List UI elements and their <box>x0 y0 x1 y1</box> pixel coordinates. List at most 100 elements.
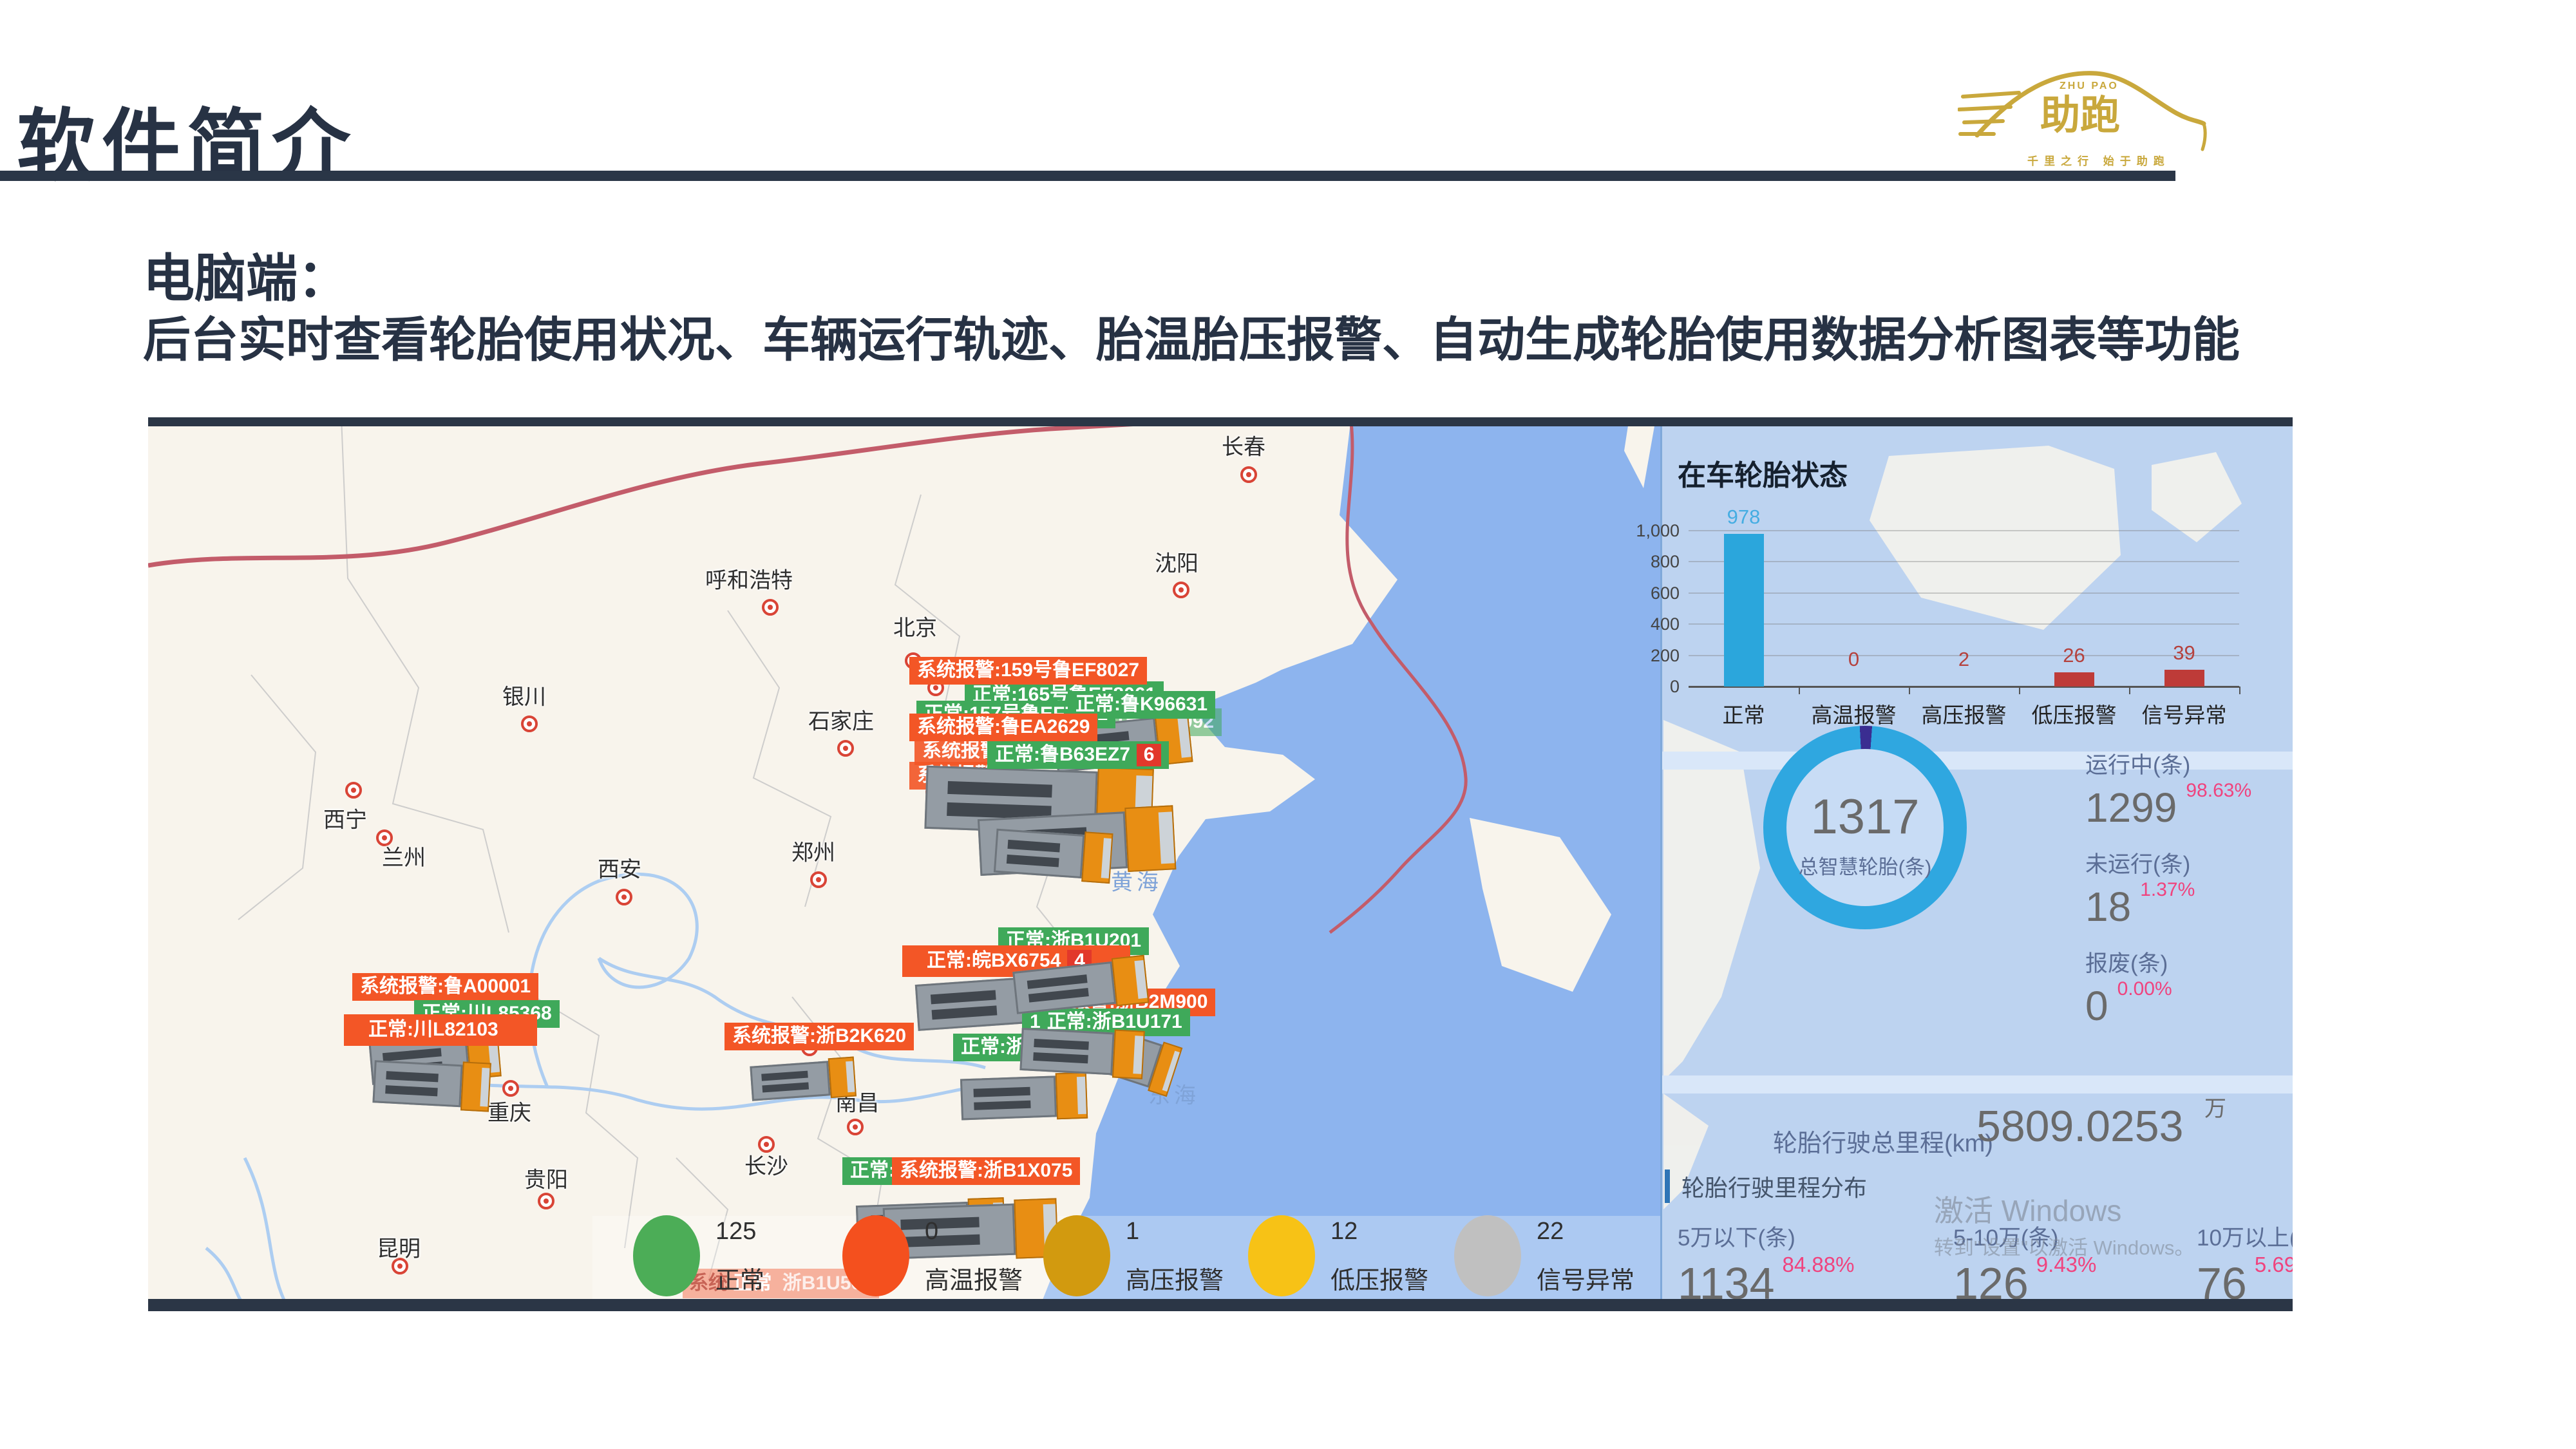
legend-count: 22 <box>1537 1218 1564 1245</box>
distribution-label: 10万以上(条) <box>2197 1226 2293 1251</box>
x-axis-tick <box>2129 687 2130 694</box>
truck-window <box>1177 715 1191 758</box>
city-marker <box>1240 466 1257 483</box>
distribution-label: 5万以下(条) <box>1678 1226 1795 1251</box>
legend-count: 12 <box>1331 1218 1358 1245</box>
x-axis-category: 正常 <box>1722 703 1765 727</box>
city-label: 西宁 <box>323 808 367 833</box>
vehicle-label-text: 正常:川L82103 <box>368 1019 498 1040</box>
vehicle-label[interactable]: 正常:鲁B63EZ7 6 <box>987 741 1170 769</box>
vehicle-label[interactable]: 系统报警:浙B2K620 <box>724 1023 914 1050</box>
section-heading: 电脑端： <box>143 250 349 307</box>
cluster-count-badge: 6 <box>1137 744 1162 766</box>
legend-item: 125 正常 <box>633 1215 852 1305</box>
vehicle-label-text: 系统报警:159号鲁EF8027 <box>917 659 1140 681</box>
x-axis-tick <box>2239 687 2240 694</box>
city-label: 西安 <box>598 857 641 882</box>
chart-gridline <box>1689 592 2239 594</box>
truck-cab <box>1081 831 1113 884</box>
legend-color-dot <box>842 1215 909 1296</box>
truck-icon[interactable] <box>1019 1025 1148 1079</box>
truck-trailer <box>750 1061 831 1101</box>
city-label: 郑州 <box>791 840 835 866</box>
dashboard-screenshot: 系统 正常 浙B1U501 正常:165号鲁EF8061正常:157号鲁EF72… <box>148 417 2293 1311</box>
city-marker <box>502 1080 519 1097</box>
truck-icon[interactable] <box>993 826 1116 884</box>
legend-label: 信号异常 <box>1537 1267 1635 1294</box>
city-marker <box>837 740 854 757</box>
bar-value: 26 <box>2063 644 2085 667</box>
truck-slot <box>384 1084 438 1097</box>
tire-status-bar-chart: 1,000 800 600 400 200 0 978 正常 0 高温报警 2 高压报警 26 低压报警 3… <box>1636 426 2293 745</box>
x-axis-category: 信号异常 <box>2141 703 2227 727</box>
city-label: 昆明 <box>377 1236 421 1262</box>
dashboard-bottom-bar <box>148 1299 2293 1311</box>
label-number: 1 <box>1030 1011 1041 1032</box>
city-label: 长春 <box>1222 435 1265 460</box>
vehicle-label[interactable]: 系统报警:浙B1X075 <box>892 1157 1081 1185</box>
donut-hole: 1317 总智慧轮胎(条) <box>1786 749 1944 906</box>
truck-cab <box>460 1061 492 1112</box>
donut-stat-label: 未运行(条) <box>2085 852 2191 877</box>
dashboard-top-bar <box>148 417 2293 426</box>
status-bar <box>2054 672 2094 687</box>
x-axis-category: 低压报警 <box>2031 703 2117 727</box>
donut-stat: 报废(条) 0 0.00% <box>2085 945 2172 1030</box>
y-axis-tick: 800 <box>1650 552 1680 572</box>
total-mileage-label: 轮胎行驶总里程(km) <box>1773 1130 1993 1157</box>
truck-window <box>1076 1077 1086 1114</box>
company-logo: ZHU PAO 助跑 <box>1957 59 2228 156</box>
vehicle-label[interactable]: 系统报警:鲁EA2629 <box>909 714 1098 741</box>
city-label: 北京 <box>893 616 937 641</box>
vehicle-label[interactable]: 正常:川L82103 <box>344 1014 537 1046</box>
panel-map-art <box>1663 446 2242 1209</box>
chart-gridline <box>1689 686 2239 688</box>
legend-label: 高压报警 <box>1126 1267 1224 1294</box>
y-axis-tick: 600 <box>1650 583 1680 603</box>
truck-slot <box>761 1070 808 1081</box>
truck-slot <box>385 1071 439 1083</box>
city-label: 石家庄 <box>808 709 874 734</box>
truck-window <box>480 1067 490 1107</box>
city-marker <box>376 829 393 846</box>
city-marker <box>847 1119 864 1135</box>
bar-value: 978 <box>1727 506 1761 528</box>
legend-label: 低压报警 <box>1331 1267 1429 1294</box>
legend-color-dot <box>1043 1215 1110 1296</box>
legend-label: 高温报警 <box>925 1267 1023 1294</box>
vehicle-label-text: 系统报警:鲁A00001 <box>360 976 531 997</box>
sea-label: 黄海 <box>1111 870 1162 895</box>
legend-item: 0 高温报警 <box>842 1215 1061 1305</box>
title-underline <box>0 171 2175 181</box>
donut-total-value: 1317 <box>1810 790 1920 844</box>
vehicle-label[interactable]: 1 正常:浙B1U171 <box>1022 1009 1190 1036</box>
vehicle-label[interactable]: 系统报警:鲁A00001 <box>352 973 539 1001</box>
truck-icon[interactable] <box>750 1056 858 1103</box>
legend-label: 正常 <box>715 1267 765 1294</box>
city-label: 重庆 <box>488 1101 531 1126</box>
legend-count: 125 <box>715 1218 757 1245</box>
y-axis-tick: 400 <box>1650 614 1680 634</box>
legend-color-dot <box>1454 1215 1521 1296</box>
truck-window <box>1158 811 1175 864</box>
faded-status: 正常 <box>733 1273 772 1294</box>
truck-slot <box>1033 1038 1090 1050</box>
donut-stat-percent: 1.37% <box>2140 879 2195 900</box>
truck-icon[interactable] <box>372 1057 494 1112</box>
truck-window <box>1133 1035 1144 1075</box>
truck-trailer <box>914 977 1028 1031</box>
chart-gridline <box>1689 654 2239 656</box>
section-description: 后台实时查看轮胎使用状况、车辆运行轨迹、胎温胎压报警、自动生成轮胎使用数据分析图… <box>143 313 2240 366</box>
truck-slot <box>1027 974 1088 989</box>
vehicle-map[interactable]: 系统 正常 浙B1U501 正常:165号鲁EF8061正常:157号鲁EF72… <box>148 417 1660 1311</box>
truck-slot <box>930 990 997 1005</box>
x-axis-tick <box>2019 687 2020 694</box>
city-label: 贵阳 <box>524 1168 568 1193</box>
truck-icon[interactable] <box>960 1072 1090 1123</box>
city-label: 沈阳 <box>1155 551 1198 576</box>
bar-value: 39 <box>2173 641 2195 664</box>
vehicle-label-text: 正常:浙B1U171 <box>1046 1011 1182 1032</box>
vehicle-label[interactable]: 系统报警:159号鲁EF8027 <box>909 657 1148 685</box>
distribution-percent: 9.43% <box>2036 1253 2097 1276</box>
chart-gridline <box>1689 623 2239 625</box>
